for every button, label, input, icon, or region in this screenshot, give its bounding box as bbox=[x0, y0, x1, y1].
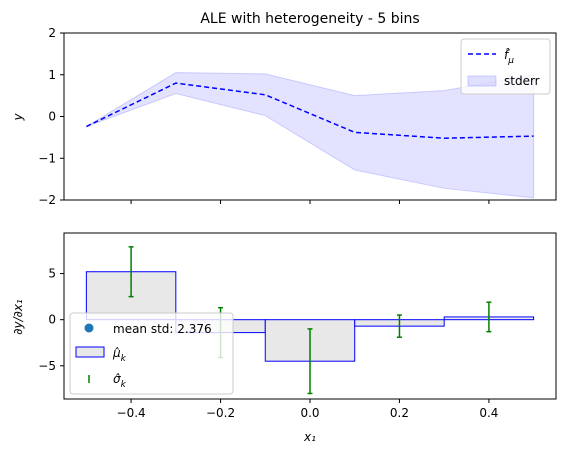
bottom-xtick-label: −0.2 bbox=[206, 406, 235, 420]
bottom-ylabel: ∂y/∂x₁ bbox=[11, 299, 25, 335]
top-title: ALE with heterogeneity - 5 bins bbox=[200, 11, 419, 27]
legend-stderr-label: stderr bbox=[504, 74, 540, 88]
bottom-xlabel: x₁ bbox=[303, 430, 316, 444]
top-ytick-label: 1 bbox=[48, 68, 56, 82]
legend-stderr-swatch bbox=[468, 76, 496, 86]
top-ytick-label: −1 bbox=[38, 151, 56, 165]
top-ytick-label: 2 bbox=[48, 26, 56, 40]
top-legend: f̂μ stderr bbox=[461, 39, 550, 94]
bottom-ytick-label: 5 bbox=[48, 267, 56, 281]
bottom-panel: 5 0 −5 −0.4 −0.2 0.0 0.2 0.4 ∂y/∂x₁ x₁ mean st… bbox=[11, 233, 556, 444]
legend-mu-sym: μ̂ bbox=[112, 346, 121, 360]
top-panel: ALE with heterogeneity - 5 bins 210−1−2 … bbox=[11, 11, 556, 207]
bottom-xtick-label: 0.4 bbox=[479, 406, 498, 420]
bottom-xtick-label: 0.2 bbox=[390, 406, 409, 420]
bottom-ytick-label: 0 bbox=[48, 313, 56, 327]
legend-dot-swatch bbox=[85, 324, 94, 333]
top-ytick-label: −2 bbox=[38, 193, 56, 207]
top-yticks: 2 1 0 −1 −2 bbox=[38, 26, 64, 207]
legend-mu-sub: k bbox=[121, 354, 127, 364]
legend-mu-swatch bbox=[76, 347, 104, 357]
legend-fmu-sub: μ bbox=[507, 56, 514, 66]
legend-sigma-sub: k bbox=[121, 380, 127, 390]
legend-mean-std-label: mean std: 2.376 bbox=[113, 322, 212, 336]
bottom-xticks: −0.4 −0.2 0.0 0.2 0.4 bbox=[117, 399, 499, 420]
bottom-legend: mean std: 2.376 μ̂k σ̂k bbox=[70, 313, 233, 394]
top-ytick-label: 0 bbox=[48, 110, 56, 124]
bottom-yticks: 5 0 −5 bbox=[38, 267, 64, 373]
bottom-xtick-label: −0.4 bbox=[117, 406, 146, 420]
top-ylabel: y bbox=[11, 113, 25, 122]
top-xticks bbox=[131, 200, 489, 204]
bottom-ytick-label: −5 bbox=[38, 359, 56, 373]
bottom-xtick-label: 0.0 bbox=[300, 406, 319, 420]
